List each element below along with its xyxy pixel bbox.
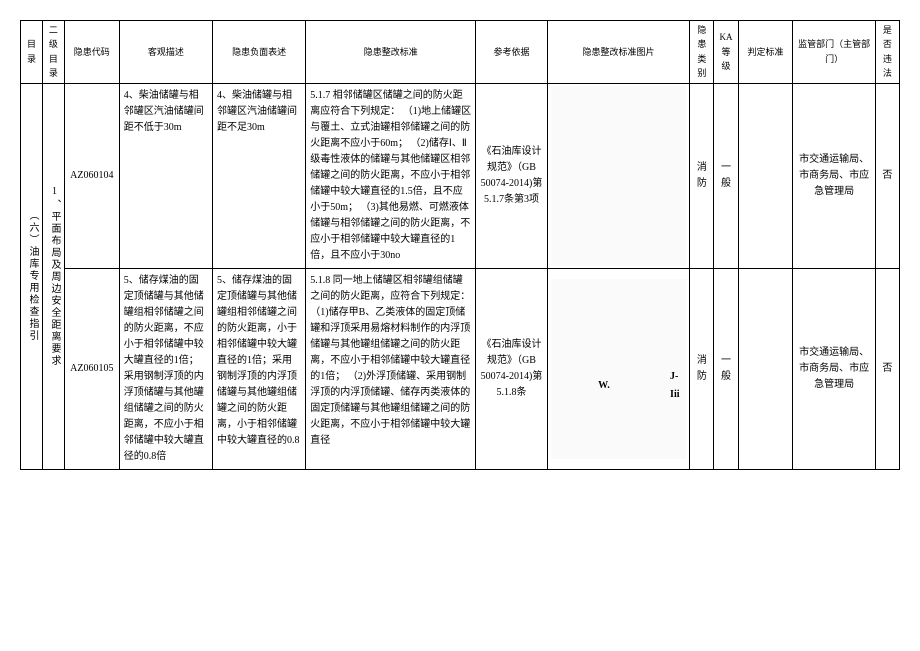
mulu-text: （六）油库专用检查指引 — [24, 210, 40, 342]
cell-panding — [738, 268, 793, 469]
hdr-erji: 二级目录 — [42, 21, 64, 84]
hdr-keguan: 客观描述 — [119, 21, 212, 84]
erji-text: 1、平面布局及周边安全距离要求 — [46, 186, 62, 367]
cell-jianguan: 市交通运输局、市商务局、市应急管理局 — [793, 83, 875, 268]
hdr-daima: 隐患代码 — [64, 21, 119, 84]
image-placeholder — [551, 86, 687, 266]
cell-weifa: 否 — [875, 268, 899, 469]
cell-tupian: W. J- Iii — [547, 268, 690, 469]
cell-tupian — [547, 83, 690, 268]
img-label: W. — [598, 378, 610, 394]
cell-daima: AZ060104 — [64, 83, 119, 268]
table-row: （六）油库专用检查指引 1、平面布局及周边安全距离要求 AZ060104 4、柴… — [21, 83, 900, 268]
cell-erji: 1、平面布局及周边安全距离要求 — [42, 83, 64, 469]
inspection-guide-table: 目录 二级目录 隐患代码 客观描述 隐患负面表述 隐患整改标准 参考依据 隐患整… — [20, 20, 900, 470]
img-label: J- — [670, 369, 678, 385]
cell-weifa: 否 — [875, 83, 899, 268]
hdr-panding: 判定标准 — [738, 21, 793, 84]
header-row: 目录 二级目录 隐患代码 客观描述 隐患负面表述 隐患整改标准 参考依据 隐患整… — [21, 21, 900, 84]
hdr-yinhuan: 隐患负面表述 — [213, 21, 306, 84]
cell-jianguan: 市交通运输局、市商务局、市应急管理局 — [793, 268, 875, 469]
cell-cankao: 《石油库设计规范》（GB 50074-2014)第5.1.7条第3项 — [476, 83, 547, 268]
cell-dengji: 一般 — [714, 268, 738, 469]
cell-biaozhun: 5.1.7 相邻储罐区储罐之间的防火距离应符合下列规定： （1)地上储罐区与覆土… — [306, 83, 476, 268]
table-row: AZ060105 5、储存煤油的固定顶储罐与其他储罐组相邻储罐之间的防火距离，不… — [21, 268, 900, 469]
cell-dengji: 一般 — [714, 83, 738, 268]
hdr-biaozhun: 隐患整改标准 — [306, 21, 476, 84]
hdr-dengji: KA等级 — [714, 21, 738, 84]
cell-daima: AZ060105 — [64, 268, 119, 469]
hdr-weifa: 是否违法 — [875, 21, 899, 84]
cell-biaozhun: 5.1.8 同一地上储罐区相邻罐组储罐之间的防火距离，应符合下列规定： （1)储… — [306, 268, 476, 469]
cell-leibie: 消防 — [690, 268, 714, 469]
cell-cankao: 《石油库设计规范》（GB 50074-2014)第5.1.8条 — [476, 268, 547, 469]
cell-mulu: （六）油库专用检查指引 — [21, 83, 43, 469]
hdr-mulu: 目录 — [21, 21, 43, 84]
hdr-jianguan: 监管部门（主管部门） — [793, 21, 875, 84]
hdr-leibie: 隐患类别 — [690, 21, 714, 84]
cell-keguan: 5、储存煤油的固定顶储罐与其他储罐组相邻储罐之间的防火距离，不应小于相邻储罐中较… — [119, 268, 212, 469]
img-label: Iii — [670, 387, 679, 403]
cell-keguan: 4、柴油储罐与相邻罐区汽油储罐间距不低于30m — [119, 83, 212, 268]
cell-yinhuan: 4、柴油储罐与相邻罐区汽油储罐间距不足30m — [213, 83, 306, 268]
cell-yinhuan: 5、储存煤油的固定顶储罐与其他储罐组相邻储罐之间的防火距离，小于相邻储罐中较大罐… — [213, 268, 306, 469]
cell-leibie: 消防 — [690, 83, 714, 268]
cell-panding — [738, 83, 793, 268]
hdr-tupian: 隐患整改标准图片 — [547, 21, 690, 84]
hdr-cankao: 参考依据 — [476, 21, 547, 84]
image-placeholder: W. J- Iii — [551, 279, 687, 459]
